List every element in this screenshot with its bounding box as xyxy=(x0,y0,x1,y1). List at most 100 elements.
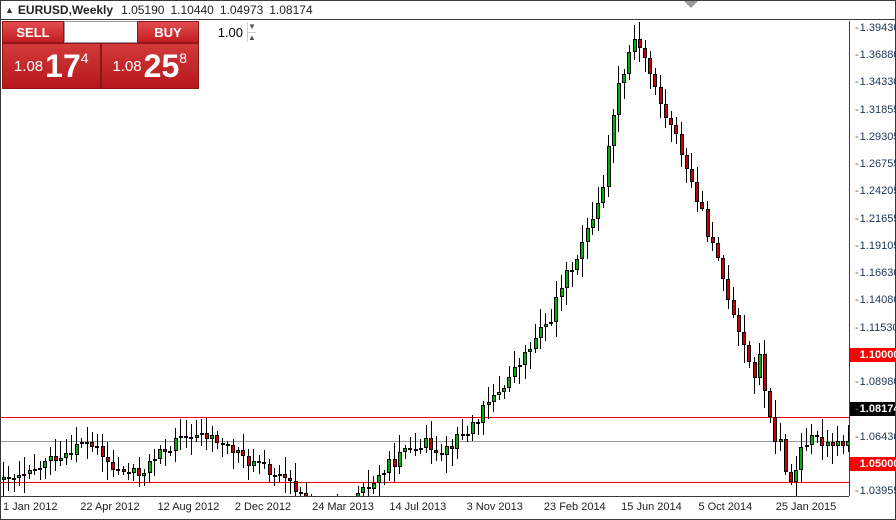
candle-body-121[interactable] xyxy=(633,39,637,51)
candle-body-51[interactable] xyxy=(268,464,272,475)
candle-body-103[interactable] xyxy=(539,327,543,338)
candle-body-21[interactable] xyxy=(111,462,115,469)
candle-body-97[interactable] xyxy=(507,377,511,388)
candle-body-128[interactable] xyxy=(669,118,673,125)
candle-body-120[interactable] xyxy=(627,52,631,74)
candle-body-24[interactable] xyxy=(127,472,131,474)
candle-body-76[interactable] xyxy=(398,452,402,467)
candle-body-124[interactable] xyxy=(648,58,652,74)
candle-body-161[interactable] xyxy=(841,441,845,446)
candle-body-26[interactable] xyxy=(137,468,141,476)
candle-body-107[interactable] xyxy=(560,288,564,297)
candle-body-115[interactable] xyxy=(601,187,605,204)
price-axis[interactable]: -1.39430 -1.36880 -1.34330 -1.31855 -1.29305… xyxy=(849,21,895,496)
candle-body-155[interactable] xyxy=(810,435,814,444)
candle-body-102[interactable] xyxy=(534,338,538,349)
candle-body-29[interactable] xyxy=(153,459,157,461)
top-scroll-indicator-icon[interactable] xyxy=(684,1,698,8)
candle-body-45[interactable] xyxy=(236,450,240,453)
candle-body-56[interactable] xyxy=(294,481,298,493)
candle-body-94[interactable] xyxy=(492,395,496,402)
candle-body-82[interactable] xyxy=(429,438,433,450)
candle-body-8[interactable] xyxy=(43,461,47,468)
candle-body-0[interactable] xyxy=(2,477,6,480)
candle-body-79[interactable] xyxy=(414,449,418,451)
candle-body-100[interactable] xyxy=(523,352,527,365)
candle-body-27[interactable] xyxy=(142,473,146,475)
candle-body-85[interactable] xyxy=(445,446,449,455)
candle-body-13[interactable] xyxy=(69,453,73,455)
candle-body-142[interactable] xyxy=(742,332,746,345)
candle-body-132[interactable] xyxy=(690,169,694,182)
candle-body-98[interactable] xyxy=(513,367,517,377)
candle-body-33[interactable] xyxy=(174,438,178,450)
candle-body-41[interactable] xyxy=(215,435,219,443)
candle-body-18[interactable] xyxy=(95,446,99,448)
candle-body-71[interactable] xyxy=(372,483,376,489)
candle-body-42[interactable] xyxy=(221,443,225,445)
candle-body-38[interactable] xyxy=(200,433,204,435)
candle-body-28[interactable] xyxy=(148,461,152,474)
candle-body-157[interactable] xyxy=(820,437,824,445)
candle-body-146[interactable] xyxy=(763,354,767,391)
candle-body-48[interactable] xyxy=(252,461,256,466)
candle-body-47[interactable] xyxy=(247,456,251,466)
candle-body-31[interactable] xyxy=(163,449,167,452)
candle-body-125[interactable] xyxy=(653,74,657,87)
candle-body-6[interactable] xyxy=(33,469,37,471)
candle-body-84[interactable] xyxy=(440,453,444,455)
candle-body-35[interactable] xyxy=(184,436,188,438)
candle-body-78[interactable] xyxy=(408,448,412,450)
candle-body-34[interactable] xyxy=(179,436,183,439)
candle-body-12[interactable] xyxy=(64,453,68,458)
candle-body-111[interactable] xyxy=(580,242,584,258)
candle-body-149[interactable] xyxy=(779,439,783,442)
candle-body-39[interactable] xyxy=(205,433,209,439)
candle-body-108[interactable] xyxy=(565,270,569,289)
candle-body-154[interactable] xyxy=(805,445,809,448)
candle-body-131[interactable] xyxy=(685,155,689,170)
candle-body-95[interactable] xyxy=(497,392,501,395)
candle-body-136[interactable] xyxy=(711,237,715,242)
candle-body-160[interactable] xyxy=(836,441,840,447)
candle-body-3[interactable] xyxy=(17,475,21,479)
candle-body-158[interactable] xyxy=(826,442,830,446)
candle-body-10[interactable] xyxy=(54,456,58,461)
candle-body-7[interactable] xyxy=(38,468,42,470)
candle-body-9[interactable] xyxy=(49,456,53,461)
candle-body-104[interactable] xyxy=(544,324,548,328)
candle-body-93[interactable] xyxy=(487,402,491,405)
candle-body-159[interactable] xyxy=(831,442,835,446)
candle-body-147[interactable] xyxy=(768,391,772,417)
candle-body-53[interactable] xyxy=(278,474,282,476)
candle-body-50[interactable] xyxy=(262,462,266,464)
candle-body-32[interactable] xyxy=(168,451,172,453)
candle-body-23[interactable] xyxy=(122,469,126,472)
candle-body-105[interactable] xyxy=(549,322,553,324)
candle-body-11[interactable] xyxy=(59,458,63,461)
candle-body-37[interactable] xyxy=(195,435,199,438)
candle-body-36[interactable] xyxy=(189,437,193,439)
candle-body-75[interactable] xyxy=(393,459,397,467)
candle-body-73[interactable] xyxy=(382,473,386,475)
candle-body-16[interactable] xyxy=(85,442,89,444)
candle-body-118[interactable] xyxy=(617,83,621,115)
candle-body-81[interactable] xyxy=(424,438,428,448)
candle-body-22[interactable] xyxy=(116,469,120,471)
candle-body-77[interactable] xyxy=(403,448,407,452)
candle-body-112[interactable] xyxy=(586,228,590,243)
candle-body-141[interactable] xyxy=(737,315,741,332)
candle-body-145[interactable] xyxy=(758,354,762,377)
candle-body-74[interactable] xyxy=(387,459,391,473)
candle-body-138[interactable] xyxy=(721,258,725,279)
candle-body-55[interactable] xyxy=(288,478,292,481)
candle-body-43[interactable] xyxy=(226,444,230,446)
candle-body-57[interactable] xyxy=(299,492,303,494)
candle-body-144[interactable] xyxy=(753,362,757,378)
candle-body-5[interactable] xyxy=(28,470,32,474)
candle-body-150[interactable] xyxy=(784,439,788,471)
candle-body-80[interactable] xyxy=(419,448,423,450)
candle-body-117[interactable] xyxy=(612,115,616,146)
candle-body-143[interactable] xyxy=(747,345,751,362)
candle-body-153[interactable] xyxy=(799,447,803,470)
